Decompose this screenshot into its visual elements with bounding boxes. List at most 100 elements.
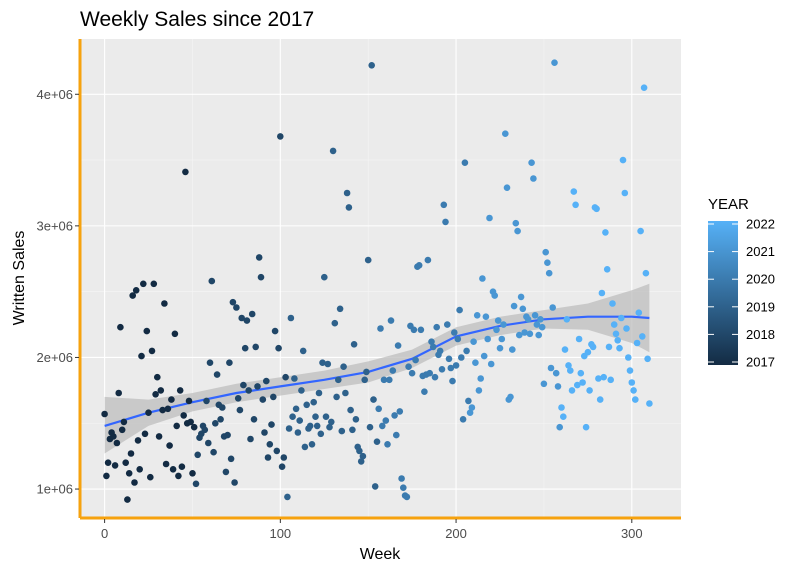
data-point [324,360,332,368]
data-point [496,344,504,352]
data-point [294,429,302,436]
data-point [465,397,472,405]
data-point [415,262,423,269]
data-point [426,369,434,377]
data-point [134,437,142,444]
data-point [507,393,514,401]
chart-title: Weekly Sales since 2017 [80,8,314,31]
data-point [250,416,258,423]
data-point [273,447,281,455]
data-point [486,214,493,222]
data-point [124,496,131,503]
data-point [412,356,419,364]
data-point [370,396,377,403]
data-point [176,387,184,394]
data-point [509,346,516,353]
data-point [502,130,509,137]
data-point [575,335,583,343]
data-point [159,406,166,414]
data-point [602,229,609,236]
data-point [329,147,337,155]
data-point [122,459,129,467]
data-point [110,433,117,440]
data-point [103,472,110,480]
data-point [345,204,353,211]
data-point [537,316,544,323]
data-point [161,300,168,307]
data-point [589,343,597,351]
data-point [503,184,511,191]
data-point [470,338,477,346]
data-point [132,287,140,294]
data-point [155,433,163,440]
data-point [208,277,216,285]
data-point [229,298,237,306]
data-point [148,347,156,355]
data-point [349,426,356,434]
data-point [178,463,186,471]
data-point [579,379,586,386]
data-point [226,359,233,367]
data-point [350,341,358,348]
legend-label: 2017 [746,355,775,370]
data-point [343,189,351,197]
data-point [540,380,548,388]
data-point [206,359,214,367]
data-point [473,312,481,319]
data-point [646,400,653,407]
data-point [241,344,249,352]
data-point [556,423,563,431]
data-point [313,422,321,430]
data-point [570,188,578,195]
y-tick-label: 3e+06 [36,218,73,233]
data-point [565,362,572,369]
data-point [152,391,159,398]
data-point [593,205,600,213]
data-point [447,364,455,372]
data-point [417,326,425,334]
data-point [147,473,154,481]
data-point [169,466,177,473]
data-point [201,426,209,434]
data-point [626,367,634,374]
data-point [277,133,284,140]
data-point [479,275,486,282]
data-point [475,387,483,394]
data-point [271,327,279,335]
data-point [127,450,135,457]
data-point [289,413,296,421]
data-point [278,463,286,471]
data-point [338,427,346,435]
data-point [498,335,506,343]
data-point [175,472,182,480]
legend-title: YEAR [708,196,749,213]
data-point [398,475,405,482]
data-point [391,412,398,419]
data-point [203,397,210,405]
data-point [524,316,532,323]
data-point [433,323,441,331]
x-axis-title: Week [360,546,402,563]
data-point [143,327,151,335]
data-point [393,431,400,439]
data-point [189,470,196,477]
data-point [254,383,261,390]
x-axis-ticks: 0 100 200 300 [101,519,643,541]
data-point [635,309,643,317]
data-point [194,451,201,459]
data-point [468,404,476,411]
data-point [118,426,126,434]
data-point [519,305,527,313]
data-point [538,323,546,331]
data-point [563,316,571,323]
data-point [410,326,418,334]
data-point [321,273,328,281]
data-point [101,410,108,418]
data-point [382,417,390,424]
data-point [574,381,581,389]
data-point [335,376,342,384]
data-point [342,389,349,397]
data-point [545,269,553,277]
data-point [164,405,172,413]
